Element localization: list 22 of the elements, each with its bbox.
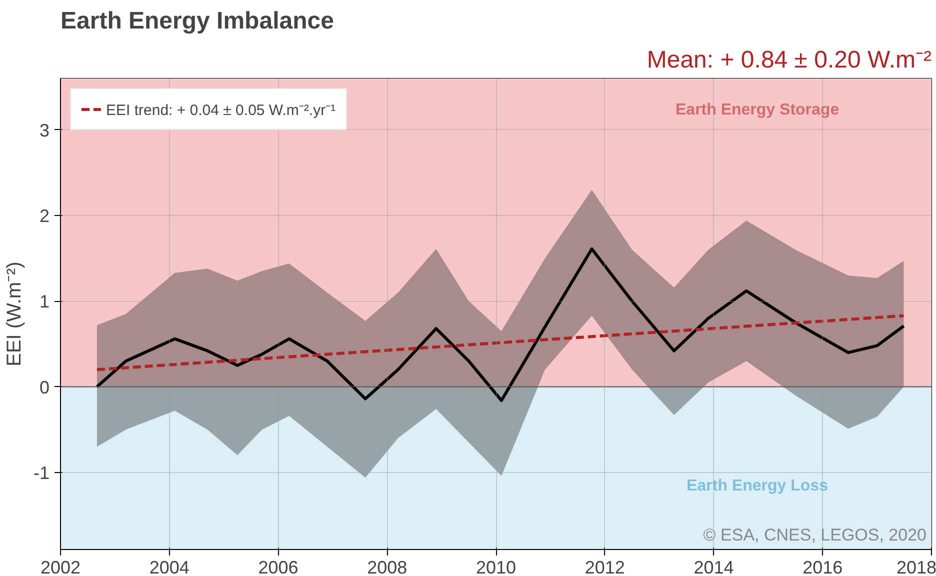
y-tick-label: 0	[39, 377, 50, 398]
x-tick-label: 2016	[802, 558, 843, 576]
y-axis-title: EEI (W.m⁻²)	[3, 262, 26, 366]
x-tick-label: 2012	[584, 558, 625, 576]
band-label: Earth Energy Loss	[686, 478, 828, 494]
legend-label: EEI trend: + 0.04 ± 0.05 W.m⁻².yr⁻¹	[106, 101, 336, 119]
line-series	[95, 247, 906, 402]
chart-subtitle: Mean: + 0.84 ± 0.20 W.m⁻²	[646, 46, 932, 74]
band-label: Earth Energy Storage	[676, 102, 840, 118]
chart-title: Earth Energy Imbalance	[60, 8, 334, 34]
y-tick-label: -1	[33, 462, 50, 483]
x-tick-label: 2014	[694, 558, 734, 576]
y-tick-label: 1	[39, 292, 50, 312]
annotation: © ESA, CNES, LEGOS, 2020	[703, 526, 926, 544]
x-tick-label: 2002	[40, 558, 81, 576]
y-tick-label: 2	[39, 206, 50, 226]
x-tick-label: 2006	[258, 558, 298, 576]
x-tick-label: 2018	[896, 558, 936, 576]
x-tick-label: 2008	[367, 558, 408, 576]
y-tick-label: 3	[39, 120, 50, 140]
x-tick-label: 2010	[476, 558, 516, 576]
x-tick-label: 2004	[149, 558, 190, 576]
